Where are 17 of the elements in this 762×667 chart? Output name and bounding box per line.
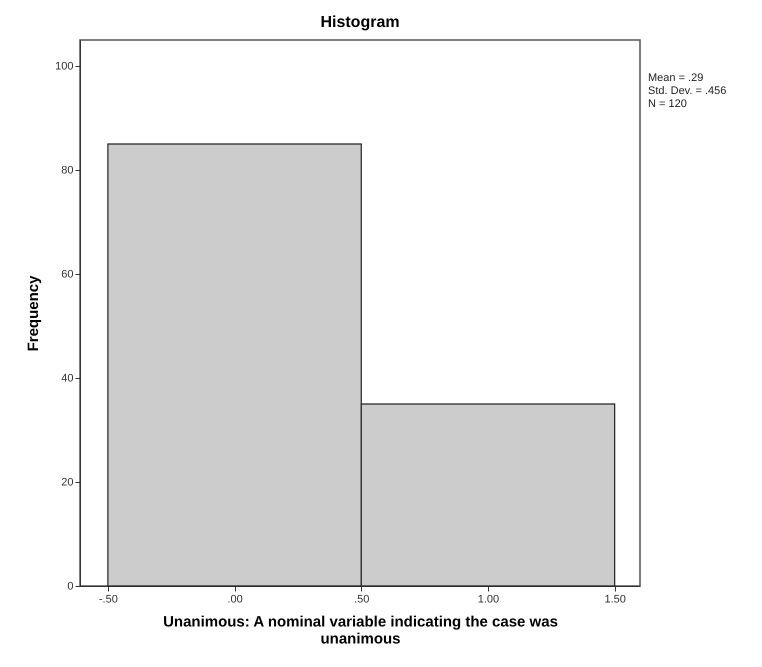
y-tick-label: 80 [61,164,74,176]
text: Std. Dev. = .456 [648,85,726,97]
x-tick-label: -.50 [98,594,118,606]
x-tick-label: 1.50 [604,594,626,606]
x-tick-label: .00 [227,594,243,606]
x-tick-label: .50 [354,594,370,606]
y-tick-label: 60 [61,268,74,280]
chart-title: Histogram [320,14,400,31]
x-axis-title: Unanimous: A nominal variable indicating the case was unanimous [163,614,558,648]
y-tick-label: 40 [61,372,74,384]
y-tick-label: 100 [55,60,74,72]
text: Mean = .29 [648,72,704,84]
y-axis-title: Frequency [25,274,42,352]
text: N = 120 [648,98,687,110]
y-tick-label: 0 [67,580,74,592]
x-tick-label: 1.00 [478,594,500,606]
y-tick-label: 20 [61,476,74,488]
